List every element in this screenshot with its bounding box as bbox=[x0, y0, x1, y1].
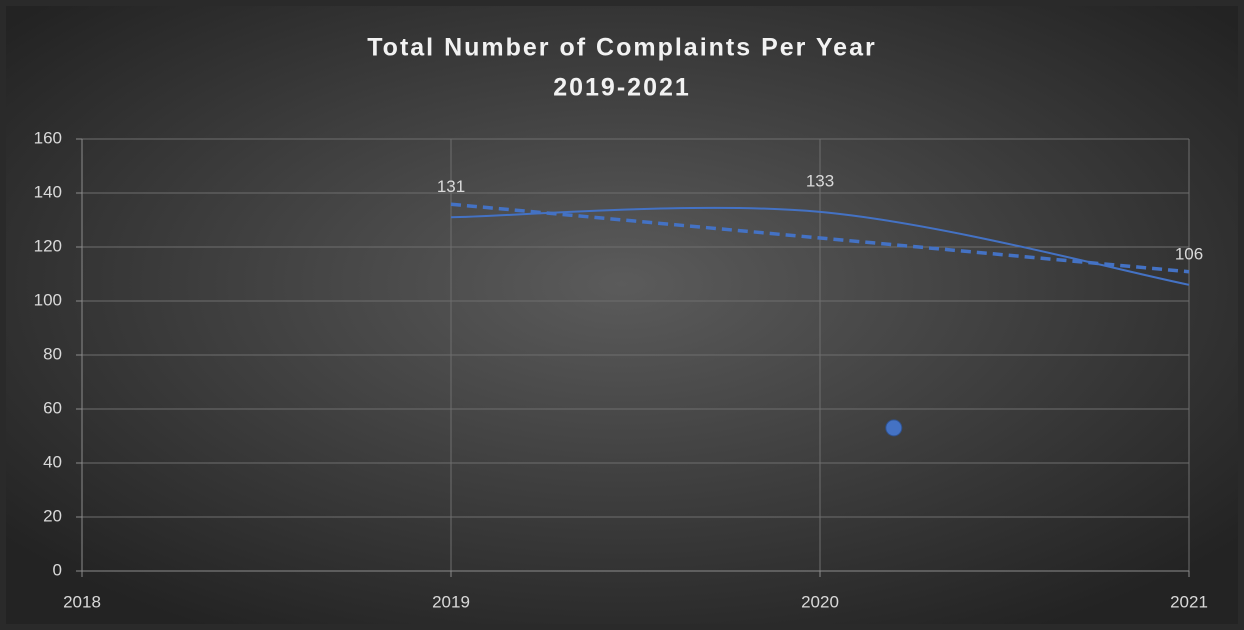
data-label: 106 bbox=[1175, 244, 1203, 263]
background bbox=[6, 6, 1238, 624]
y-tick-label: 80 bbox=[43, 344, 62, 363]
y-tick-label: 20 bbox=[43, 506, 62, 525]
x-tick-label: 2021 bbox=[1170, 592, 1208, 611]
chart-subtitle: 2019-2021 bbox=[553, 74, 691, 102]
y-tick-label: 100 bbox=[34, 290, 62, 309]
marker bbox=[885, 419, 903, 437]
y-tick-label: 160 bbox=[34, 128, 62, 147]
x-tick-label: 2018 bbox=[63, 592, 101, 611]
x-tick-label: 2020 bbox=[801, 592, 839, 611]
y-tick-label: 40 bbox=[43, 452, 62, 471]
y-tick-label: 140 bbox=[34, 182, 62, 201]
data-label: 131 bbox=[437, 177, 465, 196]
y-tick-label: 120 bbox=[34, 236, 62, 255]
x-tick-label: 2019 bbox=[432, 592, 470, 611]
y-tick-label: 0 bbox=[53, 560, 62, 579]
y-tick-label: 60 bbox=[43, 398, 62, 417]
chart-title: Total Number of Complaints Per Year bbox=[367, 34, 876, 62]
smooth-line bbox=[450, 206, 1190, 286]
data-label: 133 bbox=[806, 171, 834, 190]
trendline bbox=[450, 202, 1190, 274]
